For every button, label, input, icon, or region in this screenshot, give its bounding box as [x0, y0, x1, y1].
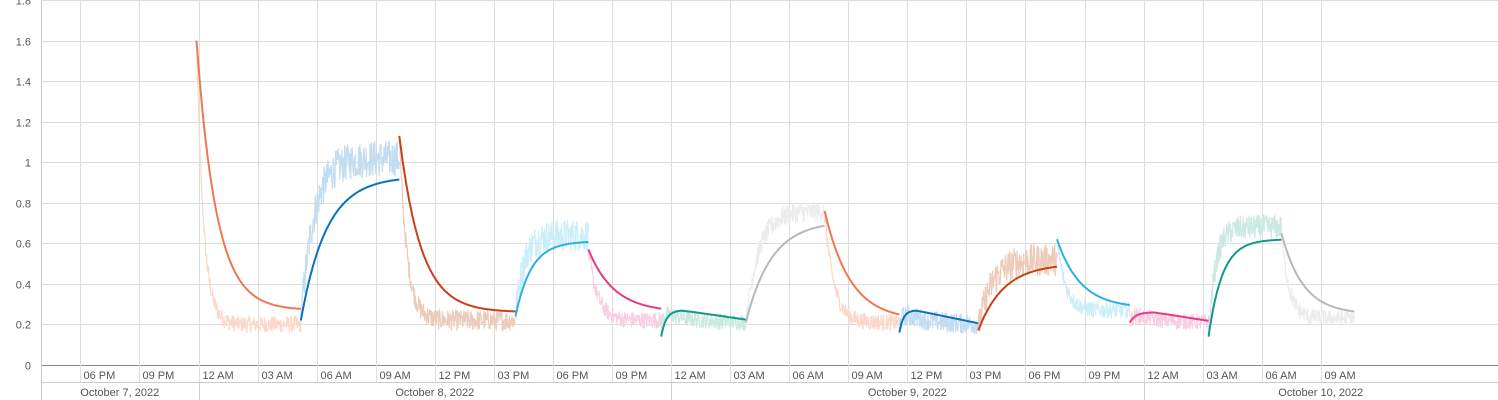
x-tick-label: 06 PM [1029, 370, 1061, 382]
raw-series-line [977, 243, 1058, 332]
x-tick-label: 03 AM [1207, 370, 1238, 382]
raw-series-line [398, 135, 517, 332]
x-tick-label: 03 AM [734, 370, 765, 382]
smoothed-series-line [1280, 232, 1355, 313]
raw-series-line [1129, 307, 1210, 330]
x-tick-label: 09 PM [143, 370, 175, 382]
smoothed-series-line [823, 210, 900, 316]
smoothed-series-line [1056, 238, 1131, 307]
smoothed-series-line [587, 249, 662, 310]
x-tick-label: 12 PM [439, 370, 471, 382]
y-tick-label: 0.4 [16, 280, 31, 292]
smoothed-series-line [514, 241, 589, 317]
date-label: October 10, 2022 [1278, 387, 1363, 399]
x-tick-label: 12 AM [675, 370, 706, 382]
raw-series-line [587, 249, 662, 329]
date-label: October 7, 2022 [80, 387, 159, 399]
date-label: October 8, 2022 [395, 387, 474, 399]
y-tick-label: 1.4 [16, 77, 31, 89]
raw-series-line [1280, 233, 1355, 327]
raw-series-layer [195, 40, 1355, 337]
x-tick-label: 12 AM [203, 370, 234, 382]
x-tick-label: 09 PM [1089, 370, 1121, 382]
raw-series-line [1056, 236, 1131, 319]
x-tick-label: 09 AM [852, 370, 883, 382]
x-tick-label: 12 PM [911, 370, 943, 382]
smoothed-series-line [660, 309, 747, 337]
y-tick-label: 0.6 [16, 239, 31, 251]
y-tick-label: 0.2 [16, 320, 31, 332]
x-tick-label: 03 PM [498, 370, 530, 382]
raw-series-line [195, 40, 302, 333]
y-tick-label: 0 [25, 361, 31, 373]
x-tick-label: 09 PM [616, 370, 648, 382]
raw-series-line [898, 305, 979, 335]
x-tick-label: 12 AM [1148, 370, 1179, 382]
smoothed-series-layer [195, 40, 1355, 337]
y-tick-label: 1.2 [16, 118, 31, 130]
x-axis: 06 PM 09 PM 12 AM 03 AM 06 AM 09 AM 12 PM 03 PM… [41, 370, 1498, 400]
x-tick-label: 06 AM [793, 370, 824, 382]
x-tick-label: 03 PM [970, 370, 1002, 382]
smoothed-series-line [195, 40, 302, 310]
grid-lines [41, 0, 1498, 400]
y-tick-label: 1.6 [16, 37, 31, 49]
x-tick-label: 09 AM [380, 370, 411, 382]
y-tick-label: 1.8 [16, 0, 31, 8]
y-tick-label: 1 [25, 158, 31, 170]
smoothed-series-line [744, 224, 825, 323]
smoothed-series-line [898, 309, 979, 333]
raw-series-line [824, 210, 900, 331]
smoothed-series-line [398, 135, 516, 313]
smoothed-series-line [977, 265, 1058, 331]
raw-series-line [745, 200, 826, 329]
x-tick-label: 06 PM [557, 370, 589, 382]
x-tick-label: 03 AM [262, 370, 293, 382]
x-tick-label: 09 AM [1325, 370, 1356, 382]
x-tick-label: 06 PM [84, 370, 116, 382]
smoothed-series-line [1128, 311, 1209, 323]
smoothed-series-line [1207, 238, 1282, 337]
x-tick-label: 06 AM [1266, 370, 1297, 382]
raw-series-line [514, 219, 589, 320]
raw-series-line [1208, 214, 1282, 337]
x-tick-label: 06 AM [321, 370, 352, 382]
smoothed-series-line [299, 178, 400, 321]
y-tick-label: 0.8 [16, 199, 31, 211]
y-axis: 0 0.2 0.4 0.6 0.8 1 1.2 1.4 1.6 1.8 [16, 0, 31, 373]
date-label: October 9, 2022 [868, 387, 947, 399]
raw-series-line [300, 140, 400, 321]
